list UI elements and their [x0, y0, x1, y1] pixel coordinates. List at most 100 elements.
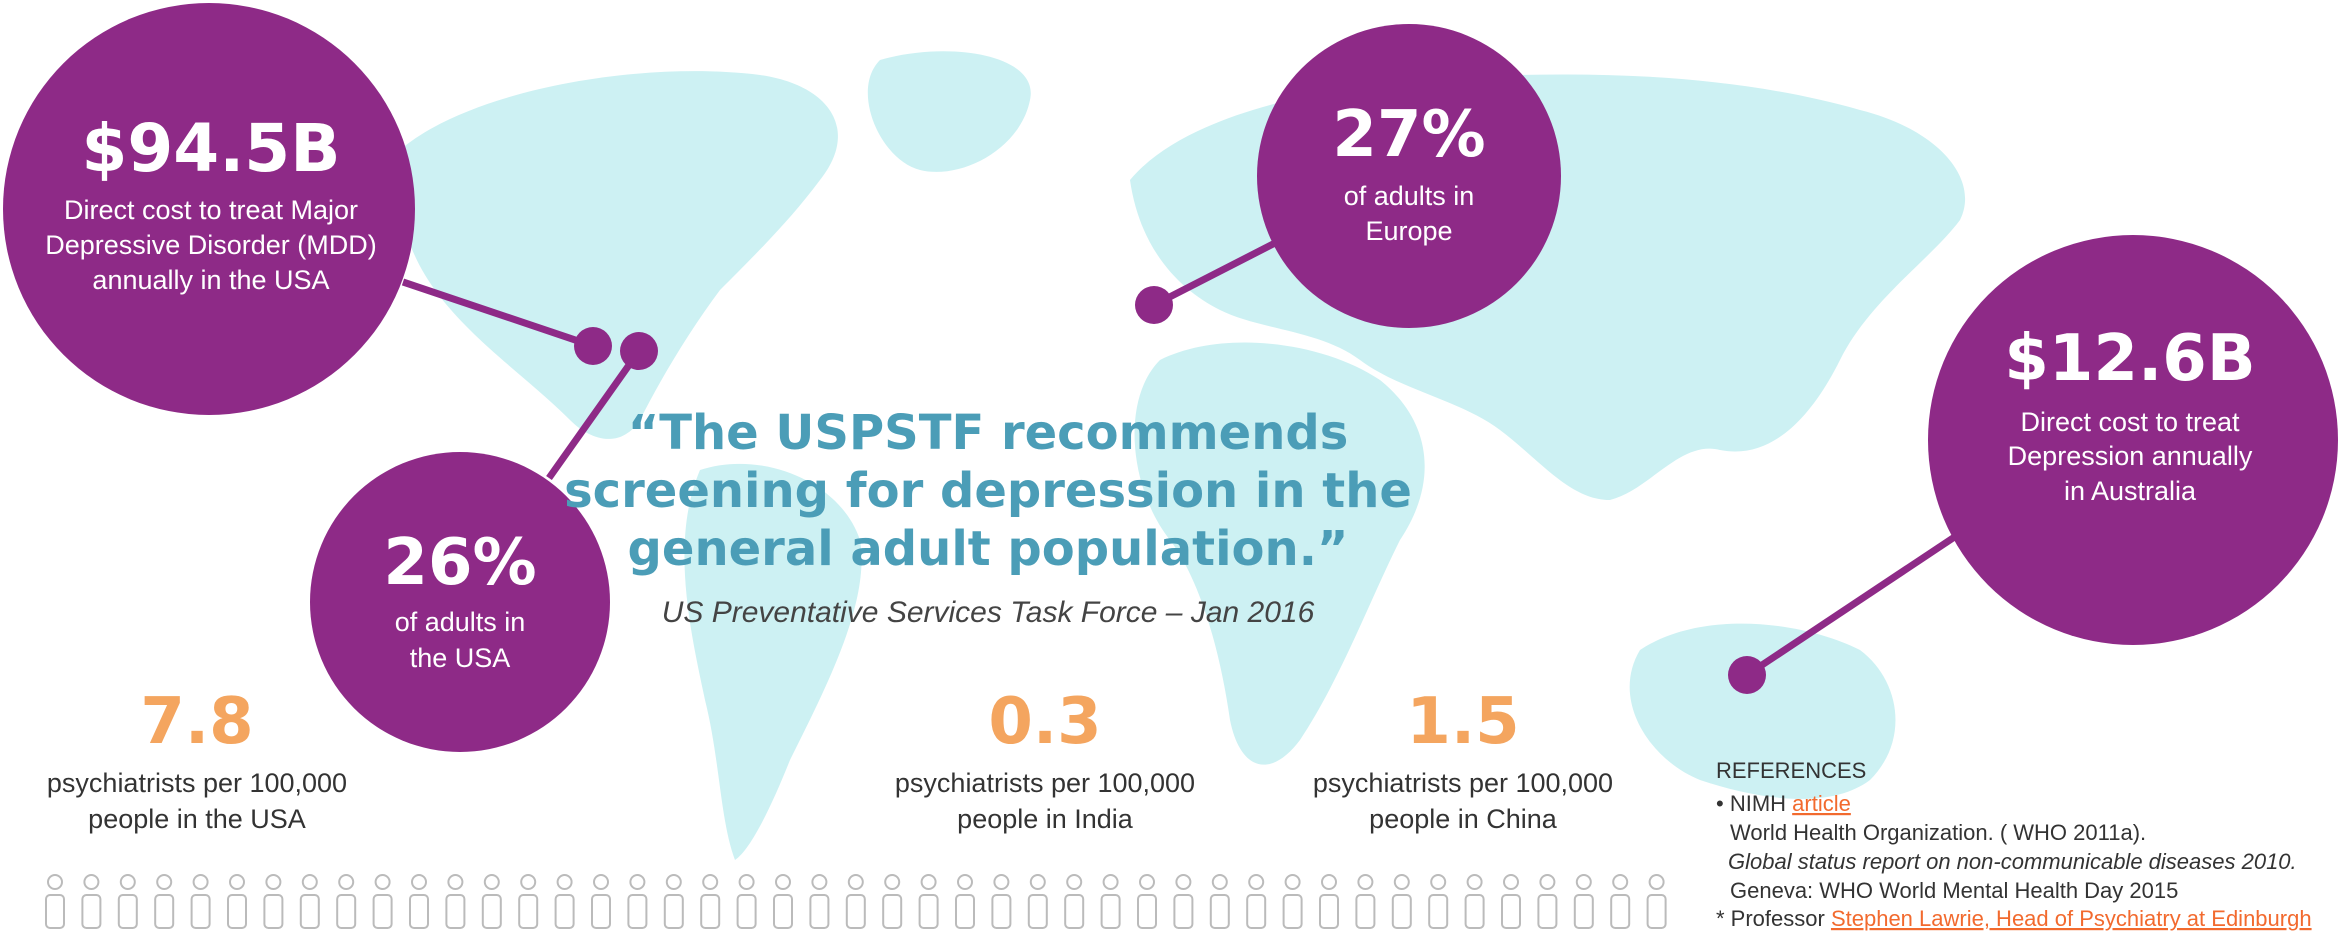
person-icon: [700, 894, 721, 929]
person-icon: [1393, 874, 1410, 890]
stat: 0.3 psychiatrists per 100,000 people in …: [895, 685, 1195, 834]
person-icon: [520, 874, 537, 890]
person-icon: [1282, 894, 1303, 929]
person-icon: [518, 894, 539, 929]
person-icon: [1027, 894, 1048, 929]
person-icon: [629, 874, 646, 890]
person-icon: [192, 874, 209, 890]
quote-line: screening for depression in the: [564, 463, 1412, 519]
person-icon: [1211, 874, 1228, 890]
location-dot: [1135, 286, 1173, 324]
person-icon: [1066, 874, 1083, 890]
stat-value: 0.3: [988, 685, 1101, 759]
person-icon: [847, 874, 864, 890]
person-icon: [665, 874, 682, 890]
person-icon: [663, 894, 684, 929]
quote-line: general adult population.”: [628, 521, 1349, 577]
person-icon: [554, 894, 575, 929]
stat: 7.8 psychiatrists per 100,000 people in …: [47, 685, 347, 834]
bubble-value: $12.6B: [2004, 322, 2255, 396]
person-icon: [1501, 894, 1521, 929]
person-icon: [1248, 874, 1265, 890]
person-icon: [372, 894, 393, 929]
stat-text: people in India: [957, 804, 1134, 834]
bubble-text: Europe: [1365, 216, 1452, 246]
person-icon: [299, 894, 320, 929]
person-icon: [445, 894, 466, 929]
bubble: 26% of adults in the USA: [310, 452, 610, 752]
person-icon: [1102, 874, 1119, 890]
person-icon: [845, 894, 866, 929]
connector: [1152, 238, 1279, 309]
person-icon: [1357, 874, 1374, 890]
person-icon: [773, 894, 793, 929]
person-icon: [738, 874, 755, 890]
person-icon: [884, 874, 901, 890]
person-icon: [736, 894, 757, 929]
references: REFERENCES • NIMH article World Health O…: [1716, 758, 2312, 931]
person-icon: [1209, 894, 1230, 929]
stat-value: 7.8: [140, 685, 253, 759]
bubble-circle: [3, 3, 415, 415]
person-icon: [1139, 874, 1155, 890]
person-icon: [955, 894, 975, 929]
reference-line: Global status report on non-communicable…: [1728, 849, 2297, 874]
reference-line: * Professor Stephen Lawrie, Head of Psyc…: [1716, 906, 2312, 931]
person-icon: [1175, 874, 1192, 890]
connector: [1745, 531, 1961, 678]
bubble-circle: [1257, 24, 1561, 328]
person-icon: [1173, 894, 1194, 929]
location-dot: [620, 332, 658, 370]
connector: [401, 278, 595, 350]
person-icon: [1539, 874, 1556, 890]
bubble: 27% of adults in Europe: [1257, 24, 1561, 328]
quote-line: “The USPSTF recommends: [628, 405, 1349, 461]
reference-line: World Health Organization. ( WHO 2011a).: [1730, 820, 2146, 845]
person-icon: [918, 894, 939, 929]
person-icon: [1610, 894, 1631, 929]
reference-line: • NIMH article: [1716, 791, 1851, 816]
stat-text: people in the USA: [88, 804, 306, 834]
person-icon: [1466, 874, 1483, 890]
person-icon: [338, 874, 355, 890]
person-icon: [920, 874, 937, 890]
person-icon: [1575, 874, 1592, 890]
location-dot: [574, 327, 612, 365]
bubble-text: of adults in: [395, 607, 526, 637]
person-icon: [1646, 894, 1667, 929]
person-icon: [809, 894, 830, 929]
person-icon: [117, 894, 138, 929]
person-icon: [1428, 894, 1449, 929]
person-icon: [556, 874, 573, 890]
person-icon: [483, 874, 500, 890]
bubble-value: 27%: [1332, 98, 1485, 172]
person-icon: [591, 894, 611, 929]
person-icon: [1064, 894, 1085, 929]
bubble-text: Depression annually: [2008, 441, 2253, 471]
stat-text: people in China: [1369, 804, 1558, 834]
person-icon: [336, 894, 357, 929]
person-icon: [993, 874, 1010, 890]
bubble: $12.6B Direct cost to treat Depression a…: [1928, 235, 2338, 645]
bubble-text: in Australia: [2064, 476, 2197, 506]
person-icon: [47, 874, 63, 890]
bubble-text: annually in the USA: [92, 265, 329, 295]
person-icon: [1391, 894, 1412, 929]
person-icon: [190, 894, 211, 929]
person-icon: [627, 894, 648, 929]
person-icon: [811, 874, 828, 890]
bubble-value: 26%: [383, 526, 536, 600]
person-icon: [227, 894, 247, 929]
africa: [1134, 342, 1425, 765]
person-icon: [882, 894, 903, 929]
reference-link[interactable]: Stephen Lawrie, Head of Psychiatry at Ed…: [1831, 906, 2312, 931]
person-icon: [1284, 874, 1301, 890]
stat-text: psychiatrists per 100,000: [47, 768, 347, 798]
person-icon: [301, 874, 318, 890]
reference-link[interactable]: article: [1792, 791, 1851, 816]
person-icon: [374, 874, 391, 890]
person-icon: [991, 894, 1012, 929]
bubble-circle: [310, 452, 610, 752]
greenland: [867, 51, 1031, 172]
